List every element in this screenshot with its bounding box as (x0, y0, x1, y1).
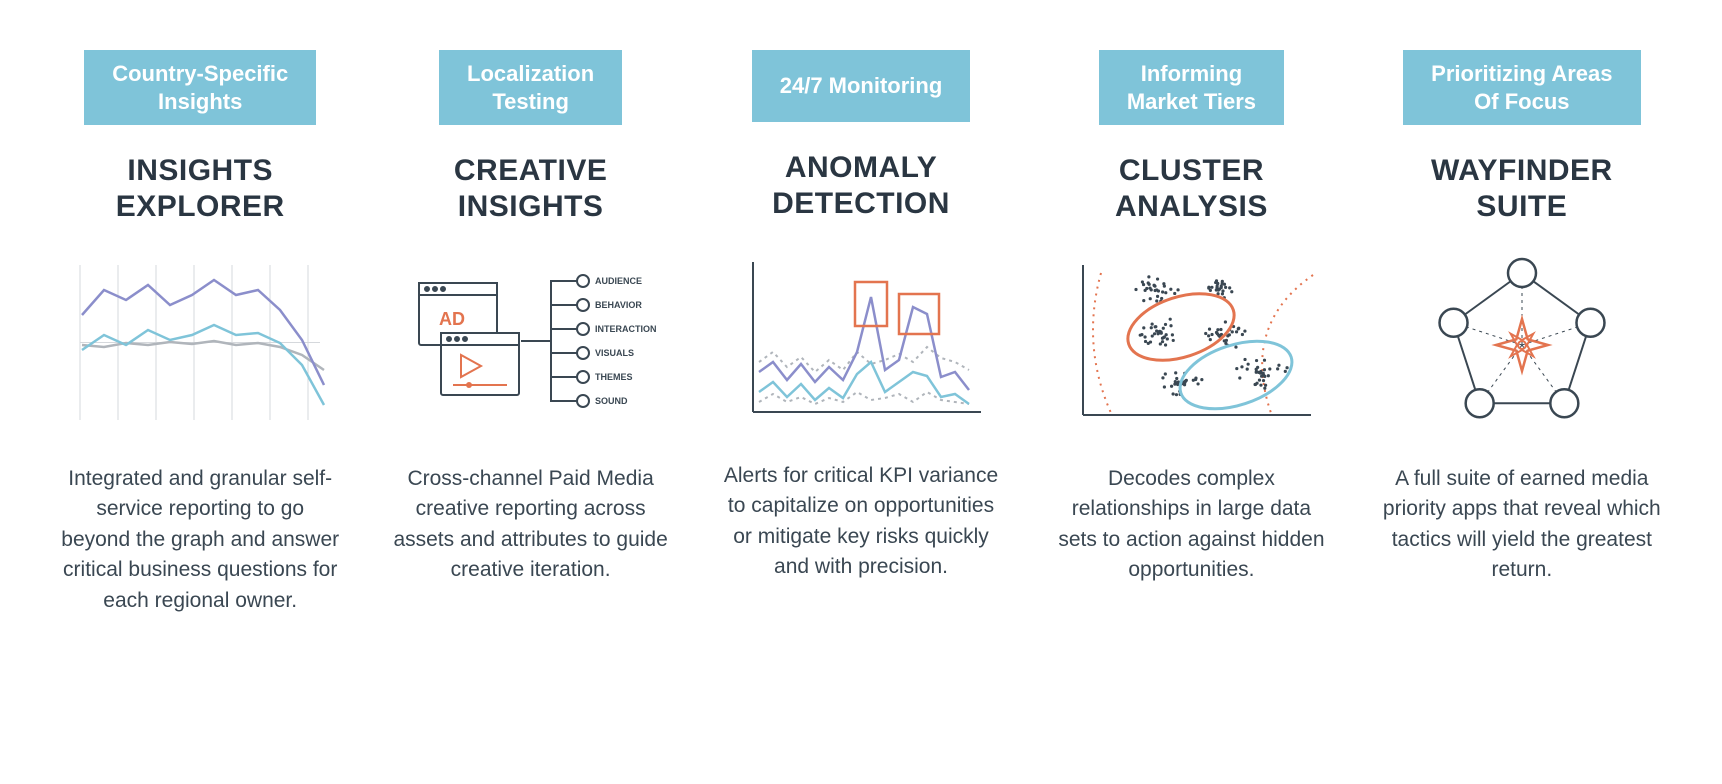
card-title: INSIGHTS EXPLORER (116, 153, 285, 225)
svg-text:BEHAVIOR: BEHAVIOR (595, 300, 642, 310)
card-desc: Alerts for critical KPI variance to capi… (721, 461, 1001, 583)
svg-text:THEMES: THEMES (595, 372, 633, 382)
svg-text:VISUALS: VISUALS (595, 348, 634, 358)
illustration-lines (70, 255, 330, 430)
illustration-creative: AD AUDIENCE BEHAVIOR INTERACTION VISUALS THE… (401, 255, 661, 430)
card-tag: Localization Testing (439, 50, 622, 125)
card-title: CREATIVE INSIGHTS (454, 153, 607, 225)
svg-text:AUDIENCE: AUDIENCE (595, 276, 642, 286)
feature-card: Informing Market Tiers CLUSTER ANALYSIS D… (1041, 50, 1341, 616)
feature-card: Country-Specific Insights INSIGHTS EXPLOR… (50, 50, 350, 616)
card-title: CLUSTER ANALYSIS (1115, 153, 1268, 225)
card-desc: A full suite of earned media priority ap… (1382, 464, 1662, 586)
card-tag: 24/7 Monitoring (752, 50, 971, 122)
feature-card: Prioritizing Areas Of Focus WAYFINDER SUI… (1372, 50, 1672, 616)
card-title: WAYFINDER SUITE (1431, 153, 1613, 225)
svg-text:INTERACTION: INTERACTION (595, 324, 657, 334)
card-title: ANOMALY DETECTION (772, 150, 950, 222)
cards-row: Country-Specific Insights INSIGHTS EXPLOR… (50, 50, 1672, 616)
card-tag: Country-Specific Insights (84, 50, 316, 125)
card-tag: Prioritizing Areas Of Focus (1403, 50, 1640, 125)
card-desc: Integrated and granular self-service rep… (60, 464, 340, 616)
illustration-cluster (1061, 255, 1321, 430)
illustration-anomaly (731, 252, 991, 427)
illustration-wayfinder (1392, 255, 1652, 430)
card-desc: Cross-channel Paid Media creative report… (391, 464, 671, 586)
feature-card: 24/7 Monitoring ANOMALY DETECTION Alerts … (711, 50, 1011, 616)
feature-card: Localization Testing CREATIVE INSIGHTS AD… (380, 50, 680, 616)
svg-text:SOUND: SOUND (595, 396, 628, 406)
svg-text:AD: AD (439, 309, 465, 329)
card-desc: Decodes complex relationships in large d… (1051, 464, 1331, 586)
card-tag: Informing Market Tiers (1099, 50, 1284, 125)
